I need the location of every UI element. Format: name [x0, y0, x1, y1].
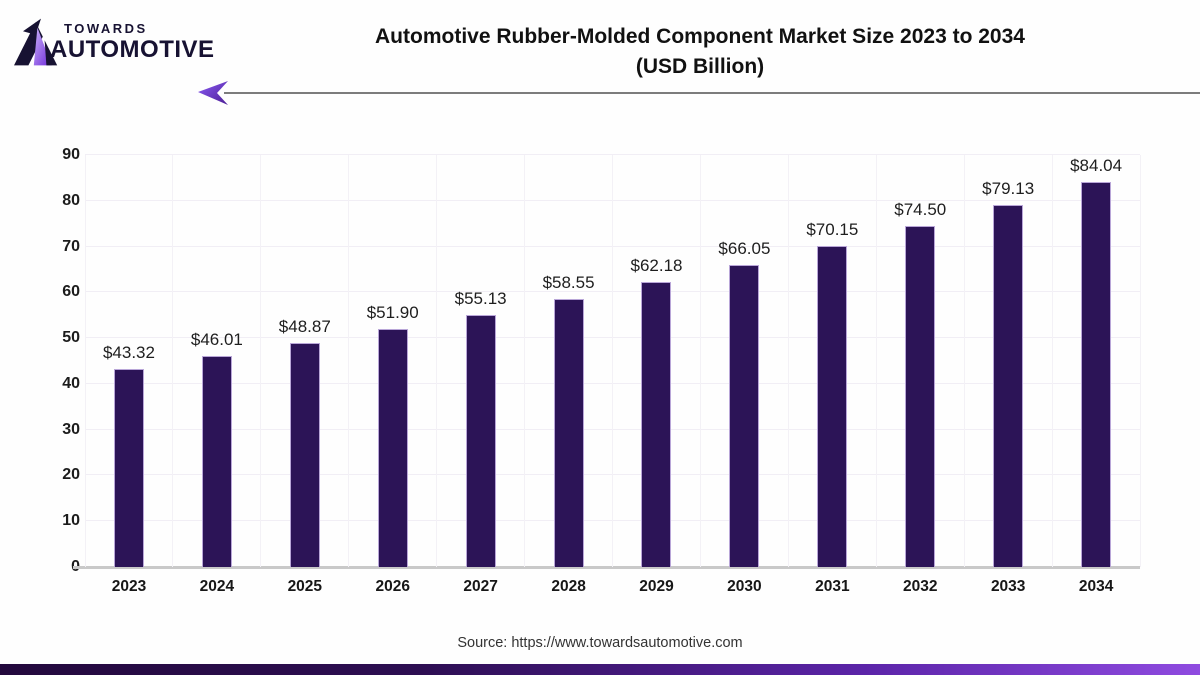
bar-slot: $74.50 [876, 155, 964, 567]
bar-slot: $58.55 [525, 155, 613, 567]
bar-value-label: $51.90 [366, 303, 419, 323]
bar-slot: $84.04 [1052, 155, 1140, 567]
bar-value-label: $46.01 [190, 330, 243, 350]
vertical-gridline [436, 155, 438, 567]
bar-value-label: $74.50 [894, 199, 947, 219]
y-tick-label: 20 [62, 466, 80, 484]
bar-value-label: $70.15 [806, 219, 859, 239]
page-title-line2: (USD Billion) [635, 55, 765, 79]
vertical-gridline [1051, 155, 1053, 567]
logo: TOWARDS AUTOMOTIVE [14, 16, 215, 68]
vertical-gridline [875, 155, 877, 567]
bar-2024: $46.01 [191, 330, 243, 567]
bar-value-label: $43.32 [102, 342, 155, 362]
bar-2025: $48.87 [279, 317, 331, 567]
gridline [85, 154, 1140, 155]
vertical-gridline [699, 155, 701, 567]
bar-2033: $79.13 [982, 179, 1034, 567]
y-tick-label: 40 [62, 374, 80, 392]
plot-area: $43.32 $46.01 $48.87 $51.90 $55.13 $58.55 $62.… [73, 154, 1141, 569]
bar-value-label: $58.55 [542, 272, 595, 292]
bar-value-label: $55.13 [454, 288, 507, 308]
vertical-gridline [172, 155, 174, 567]
x-tick-label: 2025 [287, 578, 323, 595]
page-title-line1: Automotive Rubber-Molded Component Marke… [375, 25, 1025, 48]
bar-2031: $70.15 [806, 220, 858, 567]
bar-2030: $66.05 [718, 239, 770, 567]
vertical-gridline [612, 155, 613, 567]
x-tick-label: 2032 [903, 578, 938, 595]
x-tick-label: 2030 [727, 578, 762, 595]
x-tick-label: 2033 [990, 578, 1026, 595]
bar-2026: $51.90 [367, 303, 419, 567]
vertical-gridline [348, 155, 350, 567]
vertical-gridline [84, 155, 86, 567]
x-tick-label: 2024 [199, 578, 235, 595]
header-underline [224, 92, 1200, 94]
bar-slot: $70.15 [788, 155, 876, 567]
bars-row: $43.32 $46.01 $48.87 $51.90 $55.13 $58.55 $62.… [85, 155, 1140, 567]
source-text: Source: https://www.towardsautomotive.co… [457, 635, 743, 651]
vertical-gridline [963, 155, 965, 567]
bar-value-label: $62.18 [630, 256, 683, 276]
x-tick-label: 2023 [111, 578, 147, 595]
bar-2027: $55.13 [455, 289, 507, 567]
bar-value-label: $79.13 [982, 178, 1035, 198]
towards-automotive-logo-icon [14, 18, 58, 66]
bar-value-label: $84.04 [1070, 156, 1123, 176]
x-tick-label: 2031 [815, 578, 850, 595]
bar-slot: $55.13 [437, 155, 525, 567]
y-tick-label: 60 [62, 283, 80, 301]
logo-text: TOWARDS AUTOMOTIVE [50, 21, 215, 62]
bar-2023: $43.32 [103, 343, 155, 567]
bar-slot: $43.32 [85, 155, 173, 567]
logo-line2: AUTOMOTIVE [50, 36, 215, 63]
bar-slot: $46.01 [173, 155, 261, 567]
left-arrow-icon [198, 81, 228, 105]
bar-slot: $62.18 [613, 155, 701, 567]
vertical-gridline [787, 155, 789, 567]
x-axis: 2023 2024 2025 2026 2027 2028 2029 2030 2031 2032… [85, 578, 1140, 596]
footer-gradient-bar [0, 664, 1200, 675]
bar-slot: $79.13 [964, 155, 1052, 567]
x-axis-baseline [73, 566, 1140, 569]
x-tick-label: 2026 [375, 578, 410, 595]
bar-slot: $51.90 [349, 155, 437, 567]
x-tick-label: 2027 [463, 578, 498, 595]
y-tick-label: 10 [62, 512, 80, 530]
bar-value-label: $66.05 [718, 238, 771, 258]
x-tick-label: 2029 [639, 578, 674, 595]
bar-slot: $48.87 [261, 155, 349, 567]
y-tick-label: 50 [62, 329, 80, 347]
vertical-gridline [260, 155, 262, 567]
bar-value-label: $48.87 [278, 317, 331, 337]
y-tick-label: 70 [62, 237, 80, 255]
y-tick-label: 30 [62, 420, 80, 438]
bar-slot: $66.05 [700, 155, 788, 567]
bar-2029: $62.18 [630, 256, 682, 567]
bar-2028: $58.55 [543, 273, 595, 567]
x-tick-label: 2034 [1078, 578, 1114, 595]
x-tick-label: 2028 [551, 578, 586, 595]
vertical-gridline [524, 155, 526, 567]
vertical-gridline [1139, 155, 1141, 567]
y-tick-label: 90 [62, 146, 80, 163]
logo-line1: TOWARDS [64, 21, 148, 36]
bar-2034: $84.04 [1070, 156, 1122, 567]
page-title: Automotive Rubber-Molded Component Marke… [210, 22, 1190, 83]
y-axis: 0102030405060708090 [36, 146, 80, 575]
y-tick-label: 80 [62, 191, 80, 209]
bar-2032: $74.50 [894, 200, 946, 567]
